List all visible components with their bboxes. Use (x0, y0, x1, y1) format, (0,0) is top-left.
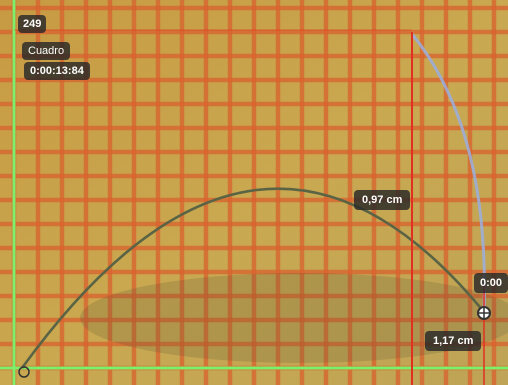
time-readout: 0:00:13:84 (24, 62, 90, 80)
origin-point[interactable] (18, 366, 30, 378)
horizontal-distance-label[interactable]: 1,17 cm (425, 331, 482, 351)
shadow (80, 273, 508, 363)
crosshair-marker-icon[interactable] (477, 306, 491, 320)
tracked-path (410, 33, 486, 313)
frame-label: Cuadro (22, 42, 71, 60)
vertical-distance-label[interactable]: 0,97 cm (354, 190, 411, 210)
frame-counter: 249 (18, 15, 47, 33)
partial-time-label: 0:00 (474, 273, 508, 293)
trajectory-curve (20, 187, 486, 369)
